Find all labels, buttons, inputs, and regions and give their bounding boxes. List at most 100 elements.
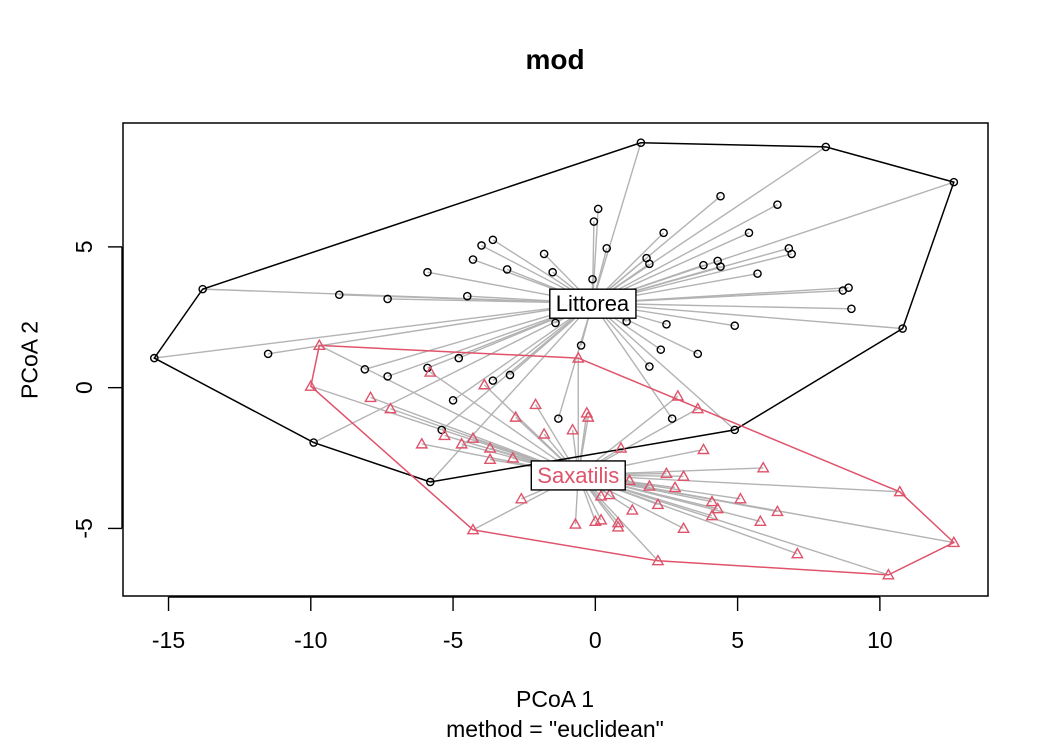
point-littorea (554, 414, 563, 423)
point-saxatilis (509, 410, 523, 422)
hull-littorea (153, 141, 955, 483)
point-littorea (645, 362, 654, 371)
point-littorea (383, 372, 392, 381)
point-littorea (844, 283, 853, 293)
data-points (149, 138, 961, 580)
point-saxatilis (660, 466, 673, 479)
point-saxatilis (734, 492, 747, 504)
point-saxatilis (569, 517, 582, 529)
point-saxatilis (594, 489, 608, 501)
x-tick-label: -15 (152, 627, 185, 653)
spider-line (429, 302, 594, 483)
point-saxatilis (677, 469, 690, 481)
point-littorea (716, 191, 725, 201)
chart-subtitle: method = "euclidean" (446, 716, 664, 742)
spider-line (592, 204, 778, 304)
point-saxatilis (611, 520, 625, 532)
point-saxatilis (364, 390, 377, 403)
point-littorea (488, 376, 498, 385)
chart-title: mod (525, 44, 585, 75)
x-axis-label: PCoA 1 (516, 686, 594, 712)
plot-frame (122, 122, 989, 597)
spider-line (592, 146, 827, 304)
x-tick-label: 0 (589, 627, 602, 653)
x-tick-label: -5 (443, 627, 463, 653)
x-tick-label: 10 (867, 627, 893, 653)
hull-saxatilis (309, 344, 956, 576)
point-littorea (448, 396, 458, 405)
point-saxatilis (483, 441, 497, 453)
point-saxatilis (651, 554, 665, 566)
label-box (549, 288, 637, 319)
point-saxatilis (594, 513, 608, 525)
point-littorea (334, 290, 344, 300)
point-saxatilis (506, 451, 520, 463)
point-littorea (667, 414, 677, 423)
point-littorea (551, 318, 560, 328)
point-littorea (505, 370, 515, 380)
point-littorea (589, 217, 599, 226)
label-box (530, 460, 626, 491)
spider-line (592, 181, 955, 304)
point-littorea (716, 262, 725, 271)
point-saxatilis (651, 497, 665, 510)
spider-line (578, 474, 954, 544)
point-littorea (787, 249, 796, 259)
spider-lines (154, 142, 955, 576)
point-saxatilis (705, 495, 719, 507)
point-saxatilis (455, 437, 469, 449)
point-littorea (659, 228, 668, 238)
x-tick-label: 5 (731, 627, 744, 653)
spider-line (452, 302, 593, 401)
point-saxatilis (312, 338, 326, 351)
point-saxatilis (384, 402, 397, 414)
point-saxatilis (529, 397, 542, 410)
point-saxatilis (603, 488, 616, 500)
point-saxatilis (423, 365, 437, 377)
label-text: Saxatilis (537, 463, 619, 488)
y-tick-label: 5 (71, 240, 97, 253)
point-littorea (662, 320, 671, 329)
spider-line (313, 302, 593, 444)
point-littorea (753, 269, 762, 278)
point-littorea (263, 349, 273, 359)
point-saxatilis (671, 389, 685, 401)
spider-line (591, 302, 673, 420)
point-littorea (576, 341, 586, 350)
point-littorea (539, 249, 549, 259)
point-littorea (198, 284, 207, 294)
spider-line (592, 302, 903, 330)
point-littorea (588, 274, 597, 284)
point-littorea (699, 260, 708, 270)
point-saxatilis (625, 503, 639, 515)
point-littorea (821, 142, 831, 152)
point-saxatilis (466, 523, 480, 535)
point-littorea (426, 477, 435, 487)
point-saxatilis (304, 379, 318, 391)
point-saxatilis (580, 406, 594, 418)
point-littorea (645, 259, 654, 269)
y-axis-label: PCoA 2 (16, 321, 43, 399)
spider-line (592, 302, 736, 431)
point-saxatilis (537, 427, 551, 439)
spider-line (578, 474, 889, 576)
point-littorea (383, 294, 392, 304)
point-saxatilis (581, 410, 595, 422)
spider-line (154, 302, 593, 359)
centroid-labels: Littorea Saxatilis (530, 288, 637, 491)
spider-line (429, 371, 579, 476)
point-littorea (656, 345, 666, 354)
point-littorea (477, 241, 486, 250)
point-saxatilis (614, 441, 628, 453)
point-saxatilis (477, 378, 491, 390)
point-littorea (437, 425, 446, 435)
point-littorea (847, 304, 856, 314)
point-littorea (502, 265, 512, 274)
point-littorea (423, 267, 432, 277)
convex-hulls (153, 141, 956, 576)
point-saxatilis (697, 442, 710, 455)
point-saxatilis (668, 480, 682, 493)
point-saxatilis (790, 547, 804, 559)
point-littorea (149, 353, 159, 363)
